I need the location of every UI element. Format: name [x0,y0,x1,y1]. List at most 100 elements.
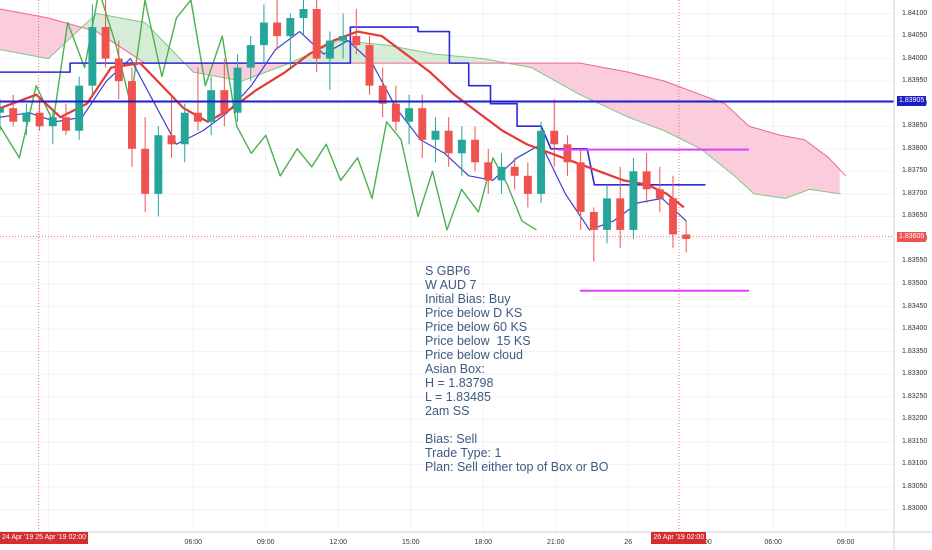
candle [273,0,282,50]
candle [391,85,400,131]
cloud-segment [773,133,780,198]
cloud-segment [519,63,526,67]
time-tag: 24 Apr '19 25 Apr '19 02:00 [0,532,89,544]
candle-body [233,67,242,113]
candle [75,76,84,140]
price-tick-label: 1.83850 [902,122,928,130]
note-line: W AUD 7 [425,278,477,292]
note-line: Trade Type: 1 [425,446,502,460]
note-line: Plan: Sell either top of Box or BO [425,460,609,474]
cloud-segment [48,18,55,59]
cloud-segment [598,66,605,106]
time-tick-label: 15:00 [401,539,420,546]
candle [457,126,466,176]
note-line: Price below cloud [425,348,523,362]
cloud-segment [54,19,61,53]
candle [444,117,453,167]
candle-body [603,198,611,230]
cloud-segment [72,24,79,37]
candle [299,0,308,37]
cloud-segment [211,63,218,77]
candle-body [128,81,136,149]
candlesticks[interactable] [0,0,691,262]
note-line: Price below 15 KS [425,334,531,348]
cloud-segment [477,58,484,64]
candle-body [378,85,387,104]
price-tick-label: 1.83250 [902,392,928,400]
candle-body [444,130,453,154]
note-line: S GBP6 [425,264,471,278]
cloud-segment [610,68,617,112]
candle [0,99,4,131]
cloud-segment [12,11,19,53]
cloud-segment [253,63,260,77]
candle [207,76,216,136]
cloud-segment [96,13,103,36]
candle-body [75,85,84,131]
cloud-segment [827,156,834,193]
cloud-segment [175,53,182,64]
candle [405,94,414,145]
note-line: L = 1.83485 [425,390,491,404]
cloud-segment [664,81,671,134]
cloud-segment [277,63,284,68]
price-tag: 1.83605 [897,231,927,242]
cloud-segment [579,63,586,98]
cloud-segment [567,63,574,92]
candle-body [365,45,374,86]
price-tick-label: 1.84100 [902,9,928,17]
cloud-segment [416,50,423,64]
cloud-segment [422,51,429,64]
cloud-segment [616,69,623,115]
cloud-segment [755,127,762,195]
candle [576,148,585,230]
candle-body [484,162,493,181]
candle-body [616,198,625,230]
price-tick-label: 1.83700 [902,189,928,197]
cloud-segment [712,99,719,164]
note-line [425,418,608,432]
cloud-segment [440,54,447,64]
cloud-segment [652,78,659,129]
cloud-segment [797,138,804,194]
cloud-segment [549,63,556,82]
candle [497,153,506,194]
vertical-lines [0,0,894,532]
candle [286,13,295,68]
candle-body [431,130,440,140]
cloud-segment [392,46,399,64]
candle [669,175,677,248]
note-line: H = 1.83798 [425,376,494,390]
candle-body [193,112,202,122]
cloud-segment [585,64,592,101]
kijun-60 [0,26,706,186]
cloud-segment [126,19,133,56]
note-line: Price below 60 KS [425,320,528,334]
candle-body [418,108,427,140]
time-tick-label: 06:00 [184,539,203,546]
candle [418,94,427,158]
candle-body [391,103,400,122]
trade-plan-note[interactable]: S GBP6 W AUD 7 Initial Bias: Buy Price b… [425,264,608,474]
price-tick-label: 1.83800 [902,144,928,152]
cloud-segment [144,22,152,64]
note-line: Initial Bias: Buy [425,292,511,306]
note-line: 2am SS [425,404,470,418]
candle-body [0,108,4,113]
cloud-segment [561,63,568,88]
candle [312,0,321,73]
price-tick-label: 1.83550 [902,257,928,265]
candle-body [589,211,598,230]
candle-body [154,135,163,194]
horizontal-lines[interactable] [0,100,894,292]
grid [0,0,894,532]
candle [35,99,44,131]
cloud-segment [114,16,121,48]
candle [167,94,176,158]
cloud-segment [465,56,472,64]
price-tick-label: 1.84000 [902,54,928,62]
candle-body [207,90,216,122]
